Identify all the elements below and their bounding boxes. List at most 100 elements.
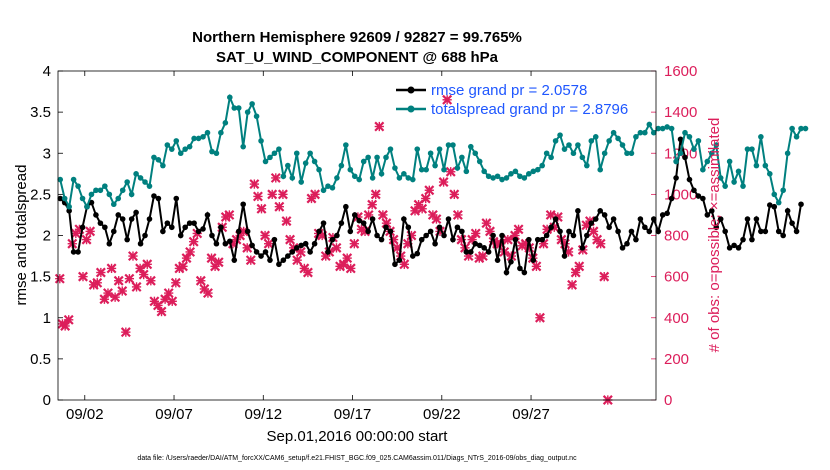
data-file-footnote: data file: /Users/raeder/DAI/ATM_forcXX/… [137,455,577,462]
assimilated-point [438,177,449,188]
assimilated-point [170,277,181,288]
series-1-point [409,176,416,183]
series-1-point [75,183,81,189]
series-1-point [445,142,452,148]
series-1-point [668,125,675,132]
series-0-point [485,249,492,255]
assimilated-point [163,288,174,299]
series-0-point [115,212,122,218]
assimilated-point [213,257,224,268]
series-1-point [534,166,541,173]
series-0-point [142,232,148,239]
series-1-point [762,162,769,169]
assimilated-point [342,253,353,264]
series-0-point [137,240,144,247]
series-1-point [579,154,586,161]
series-0-point [222,240,229,247]
series-1-point [708,150,715,157]
series-0-point [766,202,773,208]
series-0-point [423,232,429,239]
series-0-point [276,261,282,268]
series-0-point [499,232,505,239]
series-0-point [218,224,224,231]
y-left-tick-label: 0 [43,392,51,409]
assimilated-point [131,281,142,292]
series-0-point [601,212,608,218]
series-1-point [601,150,608,157]
assimilated-point [310,189,321,200]
series-0-point [659,212,666,218]
series-0-point [93,212,99,218]
series-1-point [79,195,86,202]
series-0-point [213,240,220,247]
assimilated-point [370,189,381,200]
series-0-point [262,249,269,255]
assimilated-point [195,275,206,286]
series-0-point [686,176,693,183]
series-1-point [177,150,184,157]
series-1-point [383,154,389,161]
series-0-point [695,193,702,199]
series-1-point [311,158,318,165]
series-0-point [454,224,461,231]
series-1-point [334,175,340,181]
series-0-point [195,228,202,235]
assimilated-point [345,263,356,274]
series-0-point [508,259,514,265]
series-0-point [713,224,720,231]
series-1-point [423,166,429,173]
series-0-point [521,269,528,276]
series-0-point [633,236,639,243]
assimilated-point [445,166,456,177]
series-0-point [450,236,456,243]
series-0-point [244,228,251,235]
series-1-point [128,191,135,198]
series-1-point [93,187,99,194]
series-1-point [740,183,746,189]
series-0-point [494,257,501,263]
series-1-point [521,175,528,181]
assimilated-point [595,238,606,249]
series-0-point [249,242,255,249]
assimilated-point [374,121,385,132]
assimilated-point [367,199,378,210]
series-0-point [316,228,322,235]
series-1-point [258,138,264,144]
series-0-point [334,232,340,239]
series-1-point [766,171,773,177]
assimilated-point [188,236,199,247]
series-0-point [780,232,786,239]
series-0-point [784,208,791,214]
legend-marker [407,105,415,113]
assimilated-point [63,314,74,325]
y-left-tick-label: 0.5 [30,351,51,368]
series-0-point [459,228,465,235]
series-1-point [401,171,407,177]
series-0-point [615,228,621,235]
series-0-point [557,228,563,235]
x-axis-label: Sep.01,2016 00:00:00 start [267,428,449,445]
assimilated-point [202,288,213,299]
series-0-point [204,212,211,218]
assimilated-point [377,209,388,220]
series-1-point [548,154,554,161]
series-0-point [289,249,296,255]
series-1-point [405,175,412,181]
series-1-point [351,173,358,180]
series-0-point [624,240,630,247]
series-1-point [494,173,501,180]
assimilated-point [117,286,128,296]
series-0-point [597,208,604,214]
series-1-point [70,176,77,183]
assimilated-point [92,277,103,288]
series-1-point [695,138,702,144]
series-1-point [392,165,398,171]
y-right-tick-label: 0 [664,392,672,409]
series-0-point [762,228,769,235]
series-1-point [432,162,438,169]
series-1-point [717,175,724,181]
series-1-point [209,148,215,155]
y-right-tick-label: 600 [664,269,689,286]
x-tick-label: 09/02 [66,406,104,423]
series-0-point [409,253,416,259]
